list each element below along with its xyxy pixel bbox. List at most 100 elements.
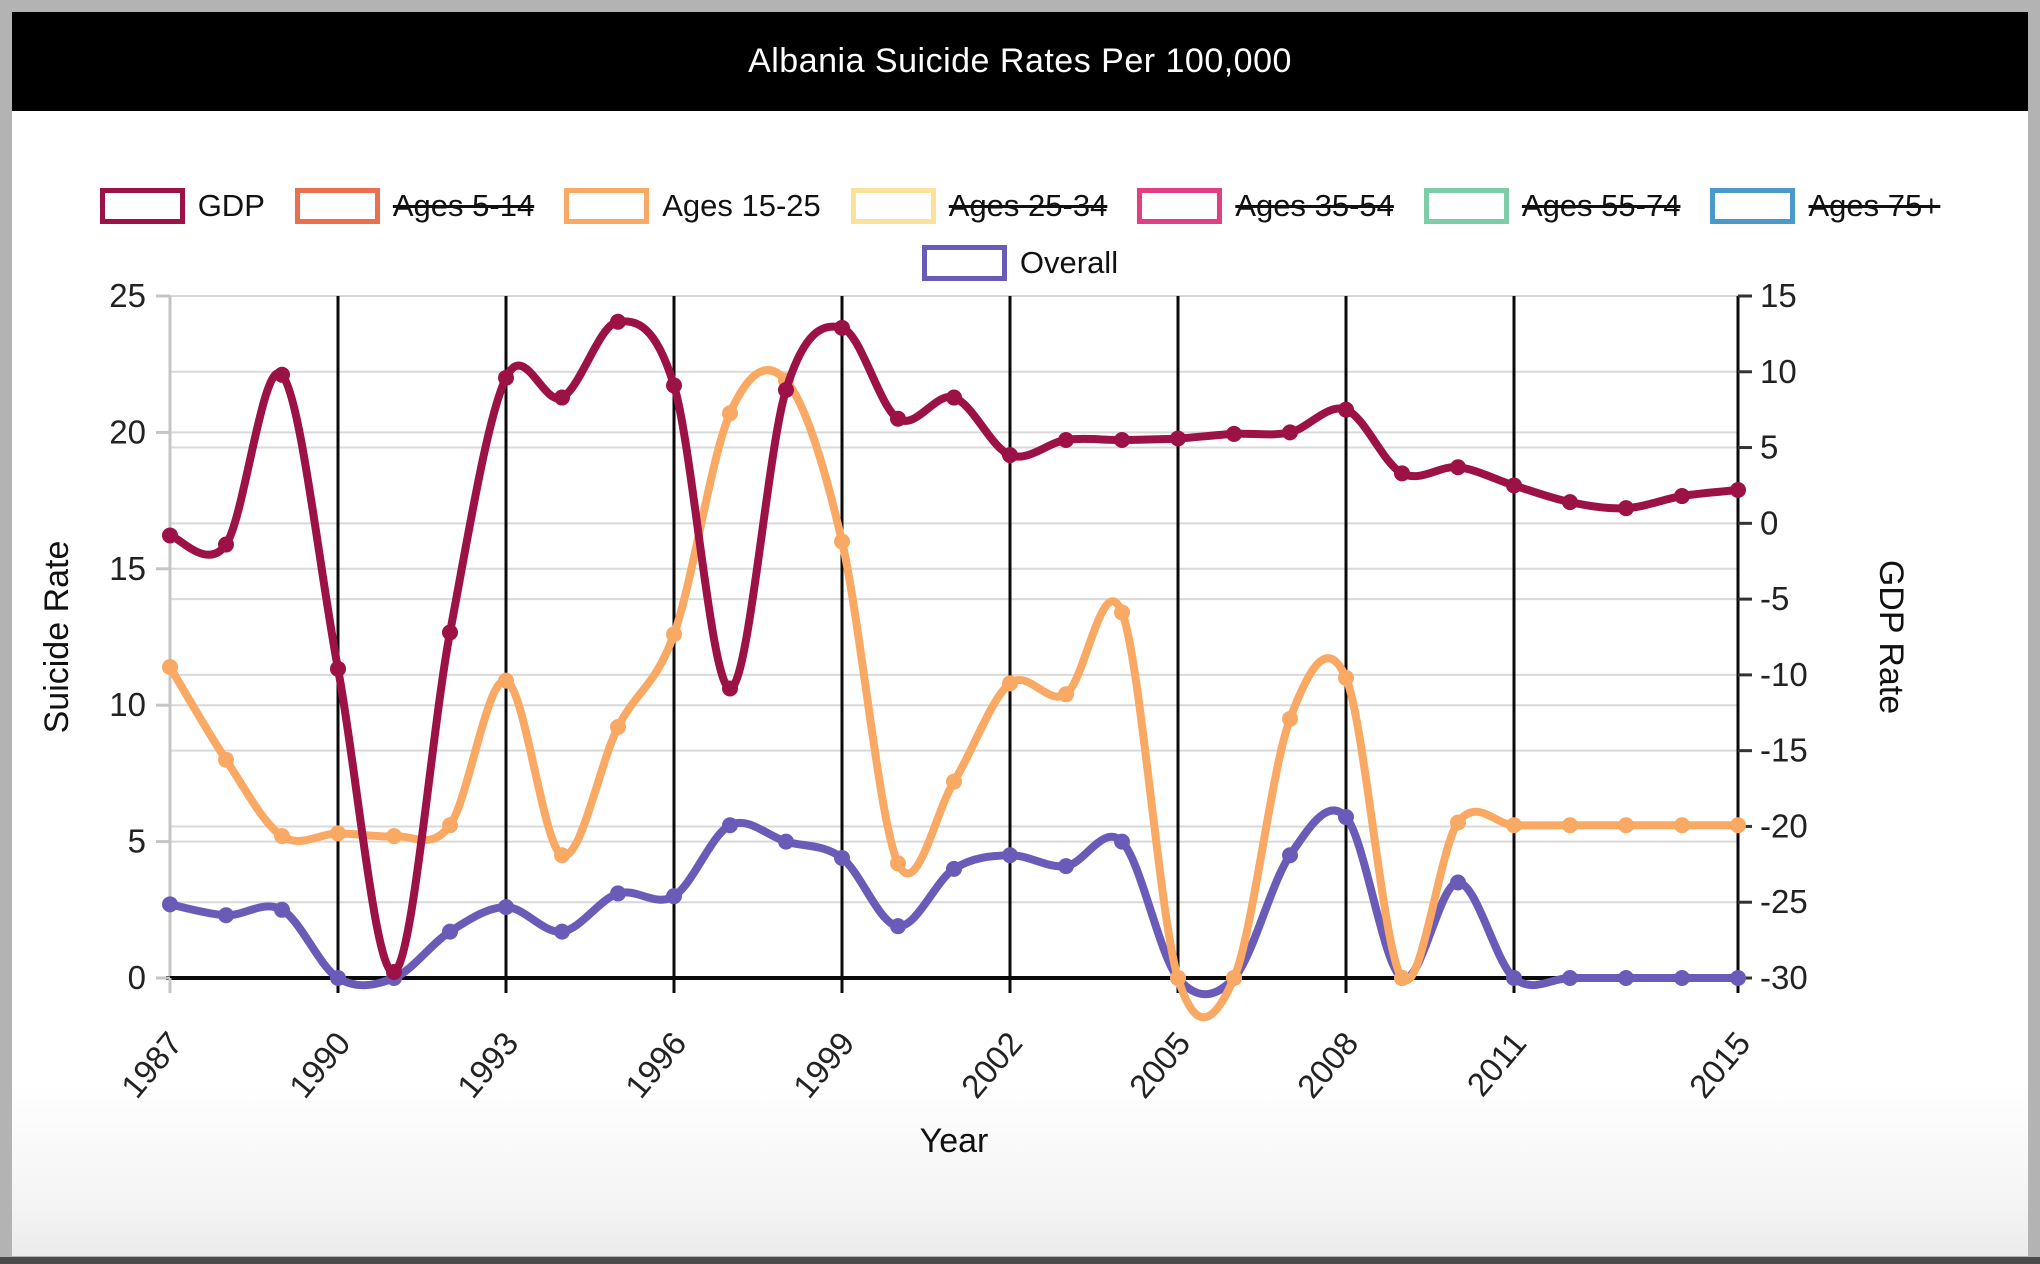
data-point-ages-15-25-1992 — [442, 817, 458, 834]
legend-swatch-ages-25-34 — [850, 188, 936, 224]
legend-label-ages-35-54: Ages 35-54 — [1235, 188, 1394, 223]
x-tick-label-1993: 1993 — [450, 1025, 526, 1105]
data-point-gdp-2004 — [1114, 431, 1130, 448]
data-point-ages-15-25-2005 — [1170, 970, 1186, 986]
data-point-gdp-1990 — [330, 660, 346, 677]
data-point-gdp-2011 — [1506, 477, 1522, 494]
x-tick-label-1990: 1990 — [282, 1025, 358, 1105]
legend-item-ages-5-14[interactable]: Ages 5-14 — [294, 188, 535, 224]
x-tick-label-2002: 2002 — [954, 1025, 1030, 1105]
data-point-overall-1989 — [274, 901, 290, 918]
data-point-ages-15-25-2014 — [1674, 817, 1690, 834]
right-tick-label-0: 0 — [1760, 504, 1778, 541]
data-point-overall-2010 — [1450, 874, 1466, 891]
x-tick-label-2008: 2008 — [1290, 1025, 1366, 1105]
x-tick-label-2005: 2005 — [1122, 1025, 1198, 1105]
legend-item-ages-55-74[interactable]: Ages 55-74 — [1423, 188, 1681, 224]
data-point-ages-15-25-1998 — [778, 372, 794, 389]
x-tick-label-1999: 1999 — [786, 1025, 862, 1105]
left-tick-label-0: 0 — [128, 959, 146, 996]
data-point-overall-2007 — [1282, 847, 1298, 864]
data-point-ages-15-25-2008 — [1338, 669, 1354, 686]
legend-item-ages-25-34[interactable]: Ages 25-34 — [850, 188, 1107, 224]
legend-label-ages-75: Ages 75+ — [1808, 188, 1941, 223]
legend-swatch-ages-35-54 — [1137, 188, 1223, 224]
left-tick-label-15: 15 — [109, 550, 146, 587]
data-point-ages-15-25-2000 — [890, 855, 906, 872]
legend-item-ages-75[interactable]: Ages 75+ — [1710, 188, 1940, 224]
data-point-gdp-2005 — [1170, 430, 1186, 447]
legend-item-gdp[interactable]: GDP — [99, 188, 265, 224]
legend-label-gdp: GDP — [197, 188, 265, 223]
data-point-overall-2014 — [1674, 970, 1690, 986]
right-tick-label-5: 5 — [1760, 429, 1778, 466]
data-point-gdp-2006 — [1226, 425, 1242, 442]
data-point-gdp-1991 — [386, 963, 402, 980]
legend-item-overall[interactable]: Overall — [921, 245, 1118, 281]
series-line-overall — [166, 806, 1742, 999]
data-point-overall-2012 — [1562, 970, 1578, 986]
data-point-gdp-1998 — [778, 381, 794, 398]
right-tick-label--15: -15 — [1760, 732, 1808, 769]
data-point-gdp-2015 — [1730, 481, 1746, 498]
data-point-gdp-2010 — [1450, 459, 1466, 476]
data-point-overall-2002 — [1002, 847, 1018, 864]
right-tick-label--25: -25 — [1760, 883, 1808, 920]
data-point-ages-15-25-2004 — [1114, 604, 1130, 621]
legend-item-ages-35-54[interactable]: Ages 35-54 — [1137, 188, 1394, 224]
data-point-gdp-2012 — [1562, 494, 1578, 511]
data-point-ages-15-25-2009 — [1394, 970, 1410, 986]
data-point-overall-1988 — [218, 907, 234, 924]
data-point-overall-1999 — [834, 849, 850, 866]
data-point-overall-1998 — [778, 833, 794, 850]
data-point-gdp-1988 — [218, 536, 234, 553]
data-point-overall-2013 — [1618, 970, 1634, 986]
data-point-gdp-2000 — [890, 410, 906, 427]
legend-item-ages-15-25[interactable]: Ages 15-25 — [564, 188, 821, 224]
data-point-gdp-2008 — [1338, 401, 1354, 418]
left-tick-label-25: 25 — [109, 277, 146, 314]
legend-row-2: Overall — [12, 245, 2028, 281]
data-point-ages-15-25-2015 — [1730, 817, 1746, 834]
data-point-ages-15-25-1997 — [722, 405, 738, 422]
data-point-overall-1993 — [498, 899, 514, 916]
legend-swatch-ages-75 — [1710, 188, 1796, 224]
data-point-gdp-2009 — [1394, 465, 1410, 482]
data-point-ages-15-25-1999 — [834, 533, 850, 550]
data-point-overall-2009 — [1394, 970, 1410, 986]
data-point-ages-15-25-2007 — [1282, 710, 1298, 727]
data-point-gdp-2013 — [1618, 500, 1634, 517]
data-point-gdp-2002 — [1002, 447, 1018, 464]
data-point-overall-2015 — [1730, 970, 1746, 986]
chart-page: Albania Suicide Rates Per 100,000 GDP Age… — [12, 12, 2028, 1256]
legend-label-ages-55-74: Ages 55-74 — [1521, 188, 1681, 223]
data-point-gdp-2007 — [1282, 424, 1298, 441]
data-point-ages-15-25-1993 — [498, 672, 514, 689]
legend-swatch-gdp — [99, 188, 185, 224]
data-point-gdp-2001 — [946, 389, 962, 406]
data-point-ages-15-25-2010 — [1450, 814, 1466, 831]
data-point-ages-15-25-1987 — [162, 659, 178, 676]
data-point-ages-15-25-2002 — [1002, 675, 1018, 692]
data-point-overall-2001 — [946, 860, 962, 877]
data-point-gdp-1993 — [498, 369, 514, 386]
data-point-ages-15-25-1990 — [330, 825, 346, 842]
legend-label-ages-5-14: Ages 5-14 — [392, 188, 535, 223]
data-point-gdp-2014 — [1674, 488, 1690, 505]
left-tick-label-5: 5 — [128, 823, 146, 860]
data-point-ages-15-25-1988 — [218, 751, 234, 768]
left-axis-title: Suicide Rate — [38, 541, 76, 734]
left-tick-label-10: 10 — [109, 686, 146, 723]
data-point-overall-2005 — [1170, 970, 1186, 986]
data-point-gdp-1987 — [162, 527, 178, 544]
data-point-overall-1997 — [722, 817, 738, 834]
data-point-overall-1987 — [162, 896, 178, 913]
legend-swatch-ages-5-14 — [294, 188, 380, 224]
title-bar: Albania Suicide Rates Per 100,000 — [12, 12, 2028, 111]
data-point-overall-1992 — [442, 923, 458, 940]
legend-swatch-ages-55-74 — [1423, 188, 1509, 224]
data-point-overall-2011 — [1506, 970, 1522, 986]
data-point-ages-15-25-2013 — [1618, 817, 1634, 834]
data-point-ages-15-25-2001 — [946, 773, 962, 790]
data-point-gdp-1994 — [554, 389, 570, 406]
